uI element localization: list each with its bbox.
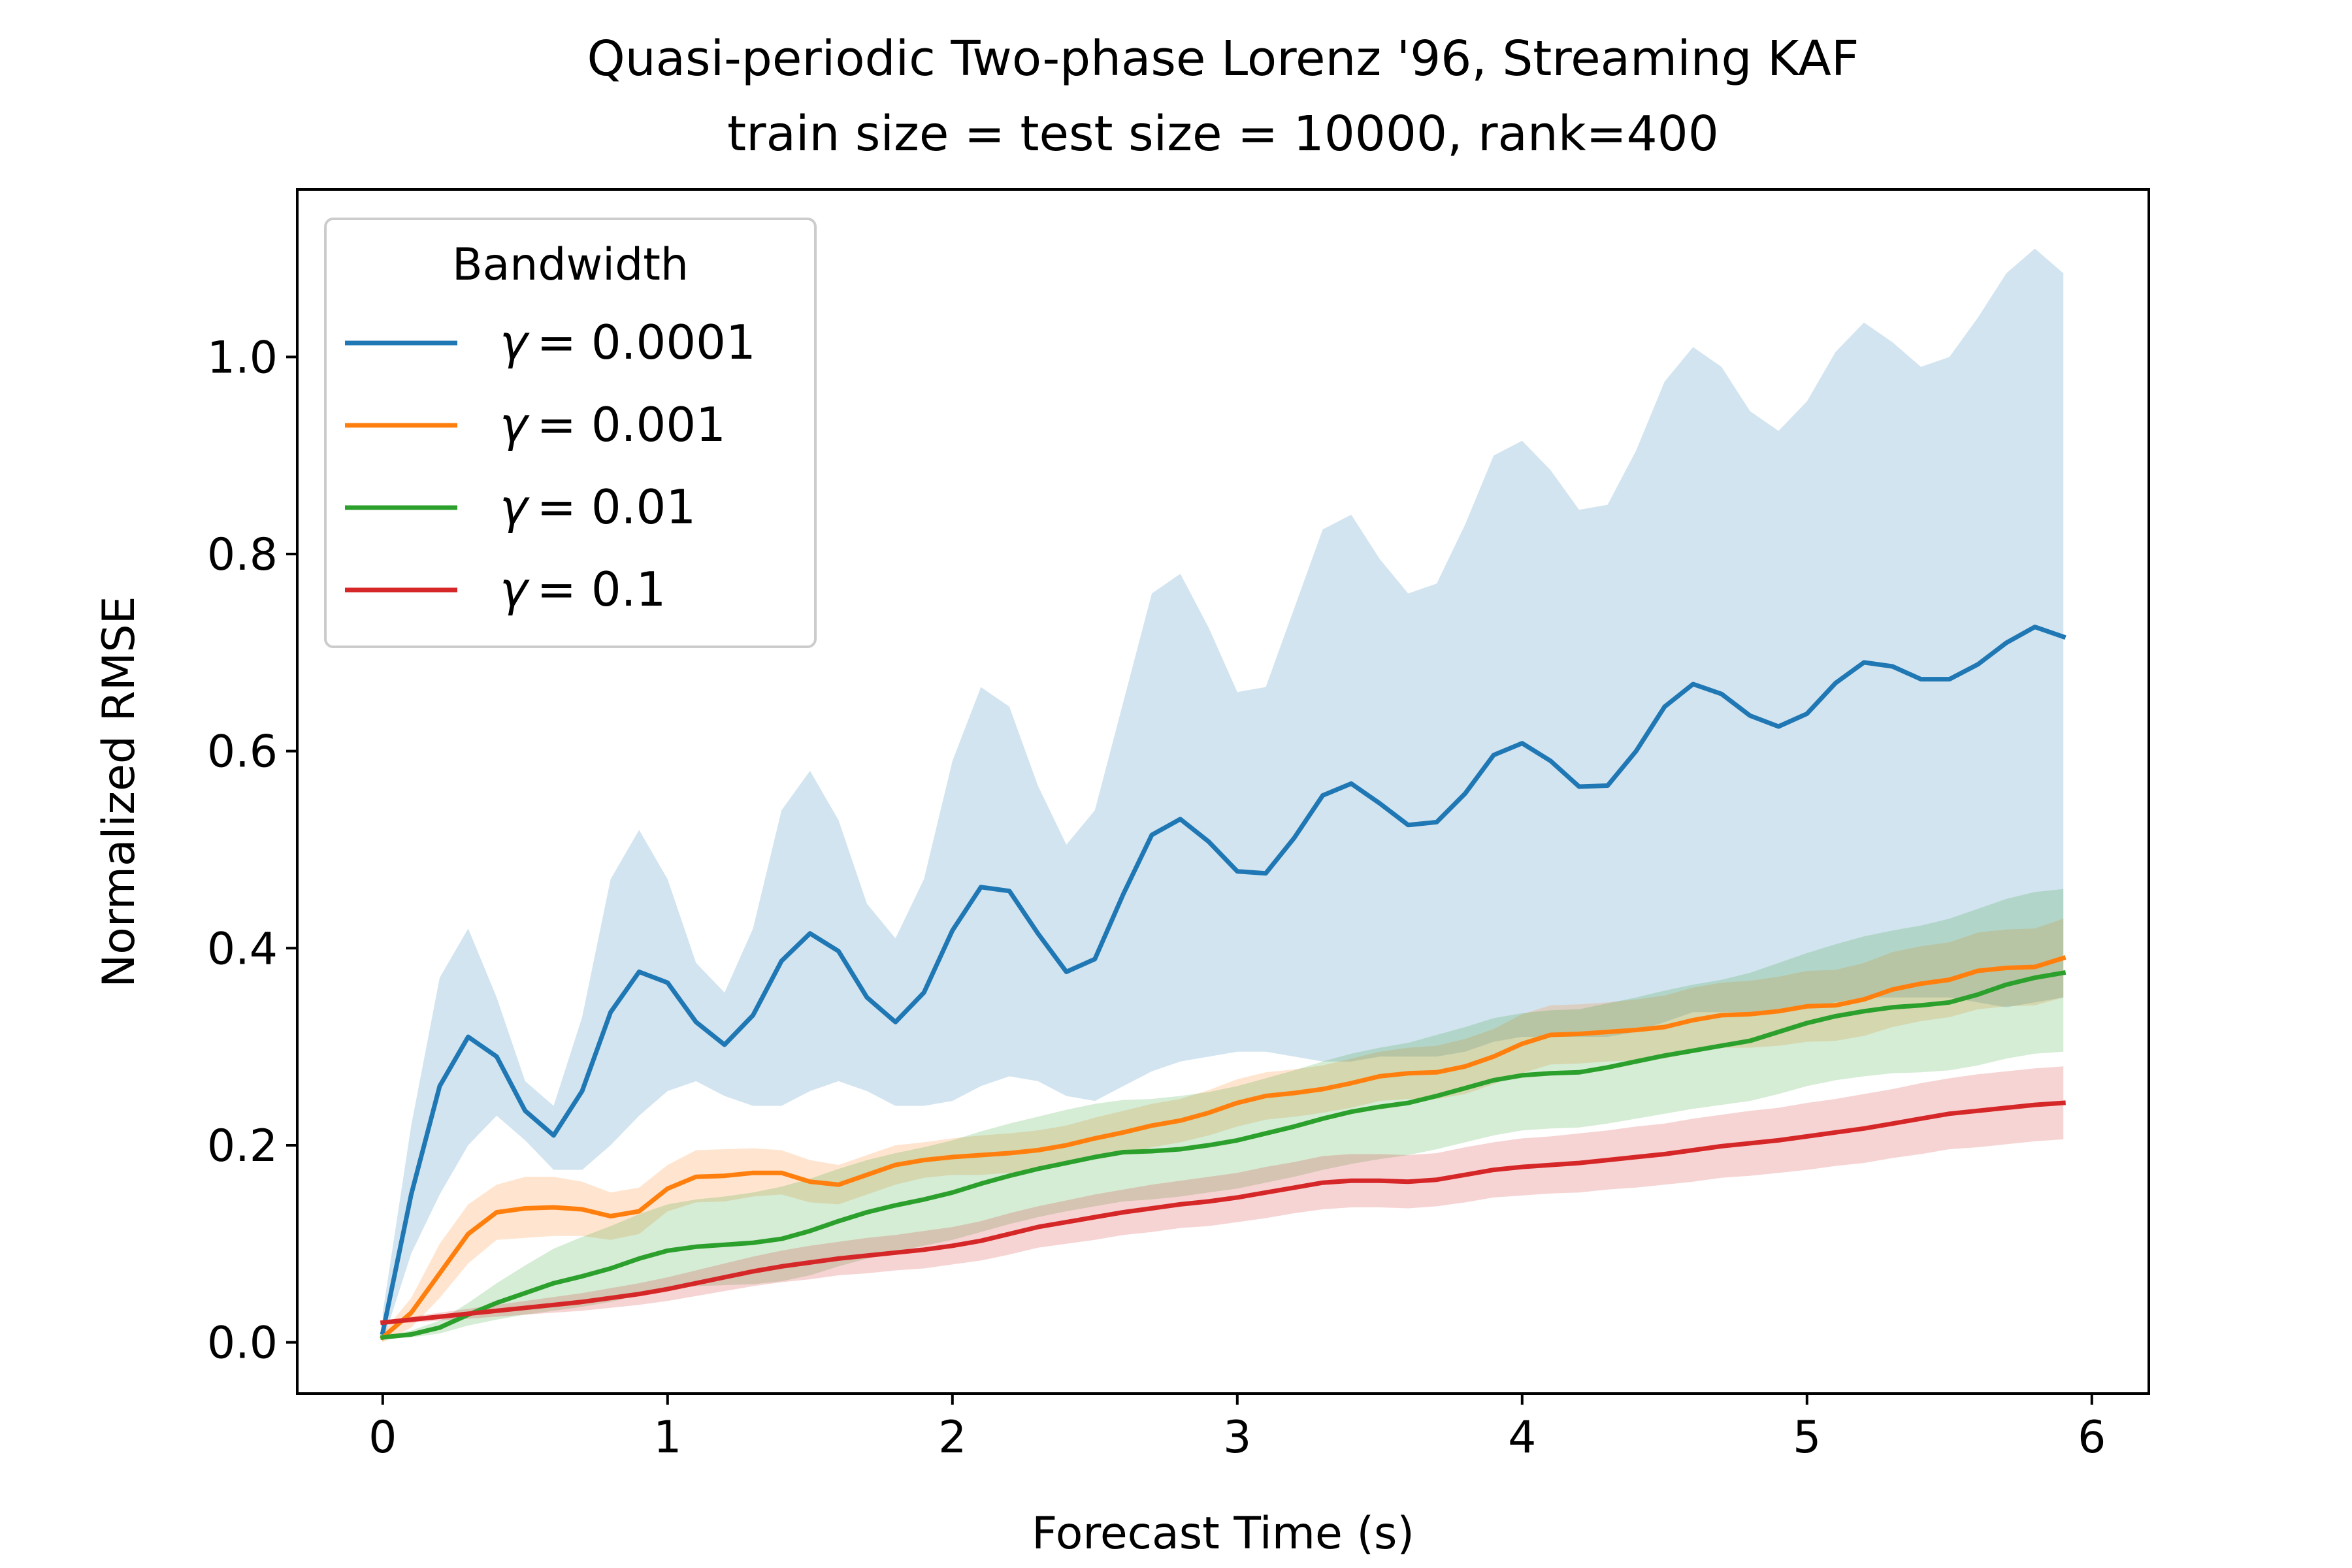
legend-gamma-symbol: γ [500,562,530,617]
x-axis-ticks: 0 1 2 3 4 5 6 [368,1394,2106,1463]
series-line-2 [380,970,2066,1340]
legend-value: = 0.0001 [537,315,756,370]
y-tick-label: 0.0 [207,1318,278,1369]
confidence-band-2 [382,889,2064,1339]
x-tick-label: 5 [1793,1412,1821,1463]
y-tick-label: 0.2 [207,1120,278,1172]
confidence-band-3 [382,1066,2064,1325]
plot-frame [296,188,2150,1395]
x-tick-label: 0 [368,1412,397,1463]
legend-gamma-symbol: γ [500,397,530,452]
x-tick-label: 4 [1508,1412,1536,1463]
legend-box [324,218,817,648]
y-tick-label: 0.4 [207,923,278,975]
x-axis-label: Forecast Time (s) [1032,1508,1414,1560]
legend-title: Bandwidth [452,239,689,291]
legend-gamma-symbol: γ [500,315,530,370]
series-line-3 [380,1100,2066,1326]
y-tick-label: 0.6 [207,727,278,778]
legend-value: = 0.01 [537,480,696,534]
legend-label-2: γ = 0.01 [500,480,696,534]
series-line-0 [380,625,2066,1335]
confidence-band-0 [382,248,2064,1343]
legend-label-1: γ = 0.001 [500,397,726,452]
legend-gamma-symbol: γ [500,480,530,534]
y-axis-ticks: 0.0 0.2 0.4 0.6 0.8 1.0 [207,332,297,1369]
y-tick-label: 1.0 [207,332,278,384]
x-tick-label: 2 [938,1412,966,1463]
legend-value: = 0.001 [537,397,726,452]
y-tick-label: 0.8 [207,529,278,581]
series-lines [379,625,2066,1341]
y-axis-label: Normalized RMSE [93,596,145,987]
legend-value: = 0.1 [537,562,666,617]
x-tick-label: 1 [653,1412,681,1463]
chart-title: Quasi-periodic Two-phase Lorenz '96, Str… [587,31,1859,87]
x-tick-label: 3 [1223,1412,1251,1463]
series-line-1 [379,955,2066,1341]
confidence-band-1 [382,919,2064,1343]
chart-subtitle: train size = test size = 10000, rank=400 [727,106,1719,162]
confidence-bands [382,248,2064,1343]
legend-label-3: γ = 0.1 [500,562,666,617]
legend-label-0: γ = 0.0001 [500,315,756,370]
x-tick-label: 6 [2078,1412,2106,1463]
